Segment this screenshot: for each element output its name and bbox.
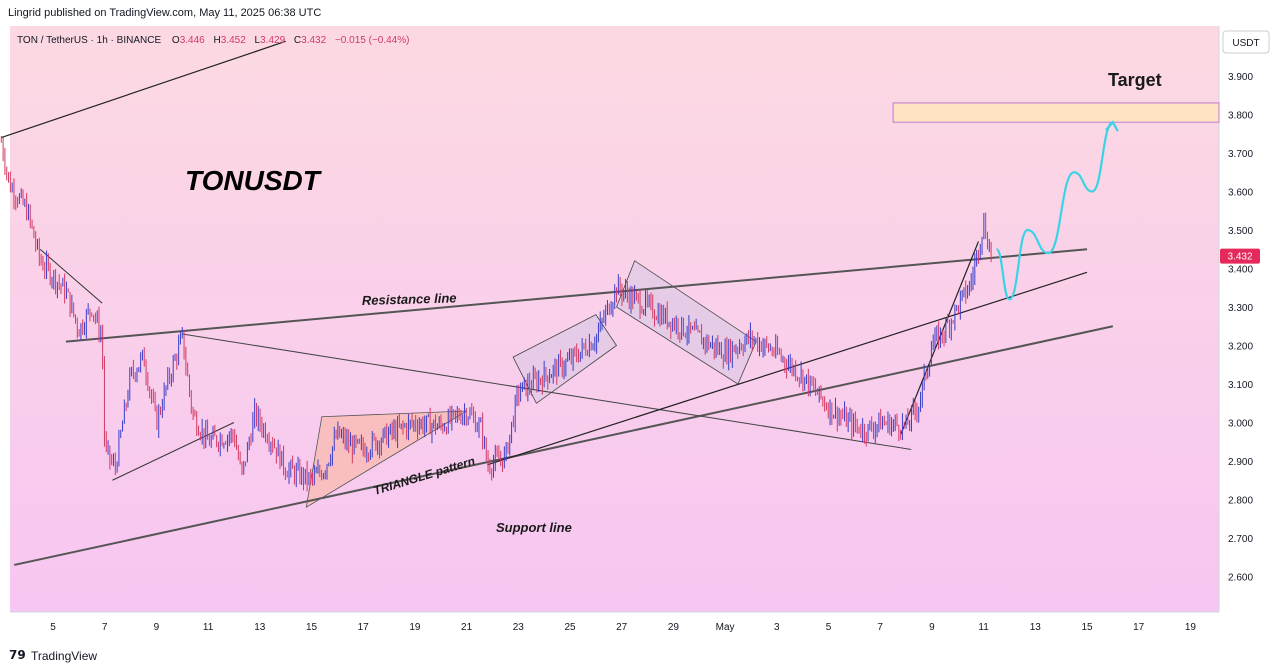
y-tick-label: 2.700 [1228,534,1253,545]
x-tick-label: 25 [564,622,576,633]
legend-close-label: C [294,35,301,46]
legend-symbol: TON / TetherUS · 1h · BINANCE [17,35,161,46]
last-price-label: 3.432 [1227,252,1252,263]
projection [995,120,1119,301]
legend-low-value: 3.429 [260,35,285,46]
footer-bar: 𝟳𝟵 TradingView [0,642,1280,672]
early-down-line [39,248,103,304]
legend-open-label: O [172,35,180,46]
y-tick-label: 3.800 [1228,111,1253,122]
x-tick-label: 19 [1185,622,1197,633]
price-chart[interactable]: TON / TetherUS · 1h · BINANCE O3.446 H3.… [0,26,1280,642]
y-tick-label: 3.400 [1228,265,1253,276]
x-tick-label: 21 [461,622,473,633]
x-tick-label: 9 [154,622,160,633]
x-tick-label: 15 [1081,622,1093,633]
time-axis-background [0,612,1219,642]
y-tick-label: 3.500 [1228,226,1253,237]
x-tick-label: 11 [203,622,214,633]
tradingview-logo-icon: 𝟳𝟵 [9,648,26,662]
y-tick-label: 3.200 [1228,342,1253,353]
legend-close-value: 3.432 [301,35,326,46]
x-tick-label: 3 [774,622,780,633]
x-tick-label: 23 [513,622,525,633]
x-tick-label: 13 [254,622,266,633]
resistance-label: Resistance line [362,290,457,308]
x-tick-label: 17 [1133,622,1145,633]
target-zone [892,102,1220,123]
currency-badge[interactable]: USDT [1222,30,1270,54]
resistance-line [65,248,1088,343]
legend-low-label: L [255,35,261,46]
tradingview-brand: TradingView [31,649,98,663]
legend-open-value: 3.446 [180,35,205,46]
currency-label: USDT [1232,38,1259,49]
descending-diagonal-line [182,333,912,450]
breakout-line [900,241,979,435]
legend-change: −0.015 (−0.44%) [335,35,410,46]
x-tick-label: 9 [929,622,935,633]
x-tick-label: 27 [616,622,628,633]
publisher-info: Lingrid published on TradingView.com, Ma… [8,7,322,19]
price-axis[interactable]: 3.900 3.800 3.700 3.600 3.500 3.400 3.300 3.200… [1228,72,1253,584]
header-bar: Lingrid published on TradingView.com, Ma… [0,0,1280,26]
y-tick-label: 3.300 [1228,303,1253,314]
target-label: Target [1108,70,1162,90]
legend-high-label: H [214,35,221,46]
x-tick-label: 17 [358,622,370,633]
x-tick-label: 19 [409,622,421,633]
chart-background [10,26,1219,612]
triangle-zone [305,410,467,508]
symbol-legend: TON / TetherUS · 1h · BINANCE O3.446 H3.… [17,35,409,46]
lower-channel-line [112,422,235,481]
svg-text:TON / TetherUS · 1h · BINANCE: TON / TetherUS · 1h · BINANCE O3.446 H3.… [17,35,409,46]
x-tick-label: 13 [1030,622,1042,633]
x-tick-label: 11 [978,622,989,633]
chart-title-annotation: TONUSDT [185,165,323,196]
x-tick-label: 7 [877,622,883,633]
x-tick-label: 5 [826,622,832,633]
candles [0,136,992,492]
support-label: Support line [496,520,572,535]
x-tick-label: 7 [102,622,108,633]
y-tick-label: 3.900 [1228,72,1253,83]
price-axis-background [1219,26,1280,642]
upper-trend-line [1,40,286,139]
y-tick-label: 3.700 [1228,149,1253,160]
last-price-tag: 3.432 [1220,248,1260,264]
y-tick-label: 3.000 [1228,419,1253,430]
time-axis[interactable]: 5 7 9 11 13 15 17 19 21 23 25 27 29 May 3 5 7 9 11 13 15 17 19 [50,622,1196,633]
legend-high-value: 3.452 [221,35,246,46]
y-tick-label: 2.900 [1228,457,1253,468]
x-tick-label: 5 [50,622,56,633]
y-tick-label: 2.800 [1228,496,1253,507]
projection-arrowhead [1105,120,1119,132]
projection-path [995,121,1114,301]
rising-trend-line [487,271,1088,466]
x-tick-label: 29 [668,622,680,633]
y-tick-label: 3.600 [1228,188,1253,199]
x-tick-label: May [716,622,735,633]
y-tick-label: 2.600 [1228,573,1253,584]
x-tick-label: 15 [306,622,318,633]
y-tick-label: 3.100 [1228,380,1253,391]
